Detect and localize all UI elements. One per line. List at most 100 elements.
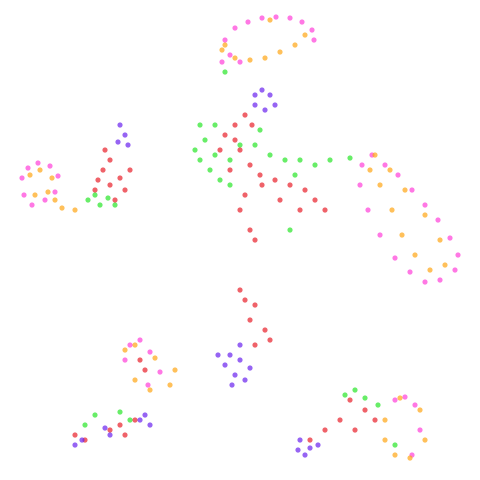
point [247,227,253,233]
point [272,177,278,183]
point [437,277,443,283]
point [302,32,308,38]
point [242,192,248,198]
point [227,182,233,188]
point [382,437,388,443]
point [365,207,371,213]
point [27,172,33,178]
point [122,132,128,138]
point [292,172,298,178]
point [352,387,358,393]
point [232,25,238,31]
point [387,167,393,173]
point [237,147,243,153]
point [107,157,113,163]
point [267,152,273,158]
point [172,367,178,373]
point [367,167,373,173]
point [202,137,208,143]
point [137,417,143,423]
point [297,157,303,163]
point [212,152,218,158]
point [227,52,233,58]
point [132,342,138,348]
point [409,187,415,193]
point [97,202,103,208]
point [397,395,403,401]
point [127,167,133,173]
point [257,172,263,178]
point [302,452,308,458]
point [212,122,218,128]
point [417,407,423,413]
point [312,197,318,203]
point [309,27,315,33]
point [362,407,368,413]
point [52,197,58,203]
point [452,267,458,273]
point [132,417,138,423]
point [312,162,318,168]
point [407,269,413,275]
point [402,394,408,400]
point [437,237,443,243]
point [32,192,38,198]
point [399,232,405,238]
point [132,377,138,383]
point [72,432,78,438]
point [197,122,203,128]
point [435,217,441,223]
point [252,92,258,98]
point [277,197,283,203]
point [92,187,98,193]
point [232,372,238,378]
point [49,175,55,181]
point [107,182,113,188]
point [127,417,133,423]
point [229,382,235,388]
point [122,432,128,438]
point [52,189,58,195]
point [302,187,308,193]
point [19,175,25,181]
point [217,177,223,183]
point [287,182,293,188]
point [427,267,433,273]
point [375,402,381,408]
point [122,187,128,193]
point [215,352,221,358]
point [352,427,358,433]
point [362,395,368,401]
point [377,232,383,238]
point [237,287,243,293]
point [59,205,65,211]
point [392,397,398,403]
point [422,202,428,208]
point [247,365,253,371]
point [222,69,228,75]
point [257,127,263,133]
point [249,122,255,128]
point [127,342,133,348]
point [82,422,88,428]
point [252,302,258,308]
point [259,87,265,93]
point [307,445,313,451]
point [392,255,398,261]
point [232,137,238,143]
point [79,437,85,443]
point [297,437,303,443]
point [25,165,31,171]
point [21,192,27,198]
point [315,442,321,448]
point [157,369,163,375]
point [125,142,131,148]
point [422,279,428,285]
point [382,162,388,168]
point [102,425,108,431]
point [311,37,317,43]
point [245,19,251,25]
point [272,102,278,108]
point [242,377,248,383]
